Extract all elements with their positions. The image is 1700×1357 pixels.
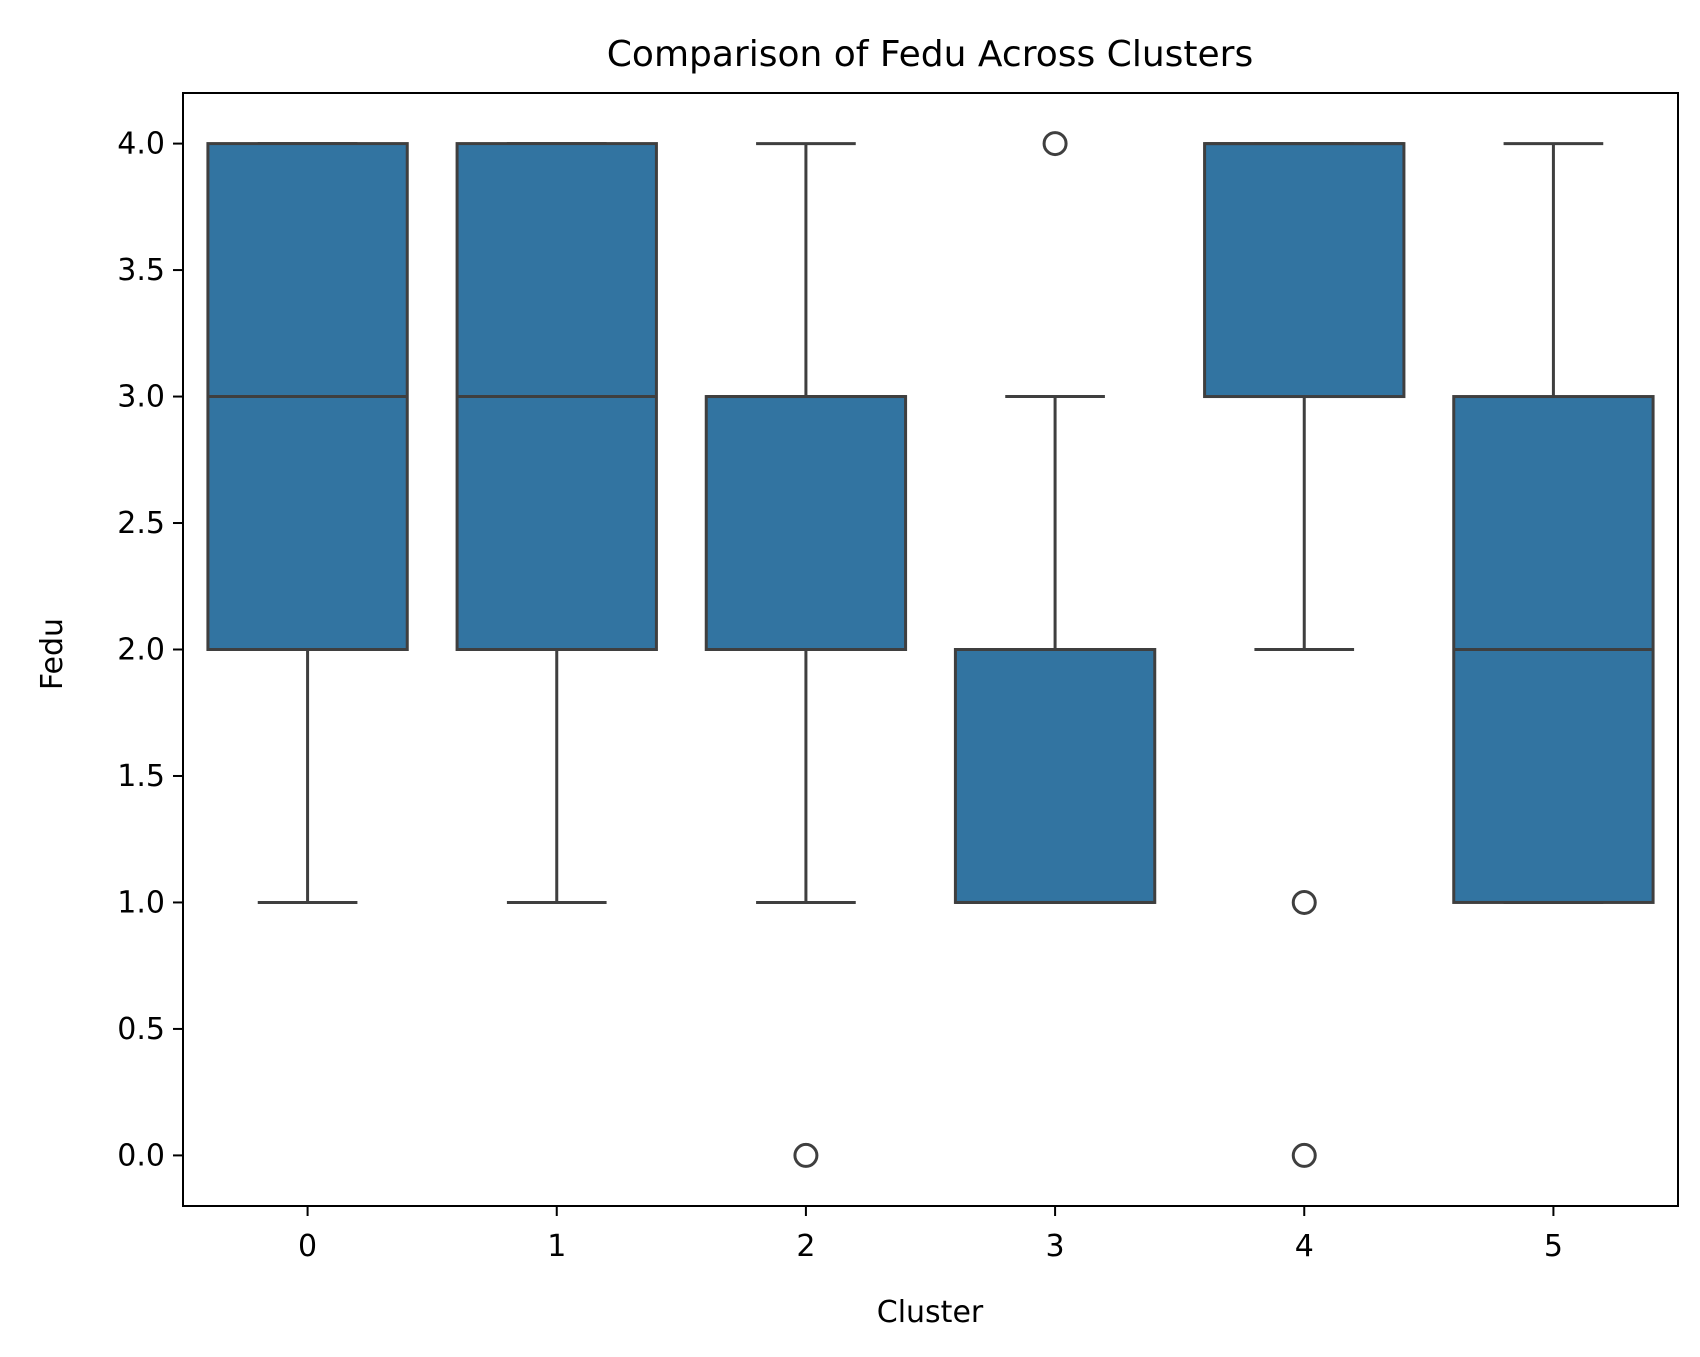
box-group-cluster-5 [1452, 142, 1655, 904]
iqr-box [704, 395, 908, 651]
iqr-box [1203, 142, 1406, 399]
outlier-point [1291, 889, 1317, 915]
box-group-cluster-1 [455, 142, 658, 904]
y-tick-label: 0.0 [117, 1138, 165, 1173]
outlier-point [1042, 131, 1068, 157]
x-tick-label: 3 [1046, 1229, 1065, 1264]
x-axis: 0 1 2 3 4 5 [298, 1206, 1563, 1264]
outlier-point [793, 1142, 819, 1168]
iqr-box [953, 648, 1157, 904]
y-tick-label: 3.0 [117, 380, 165, 415]
x-tick-label: 0 [298, 1229, 317, 1264]
y-tick-label: 2.0 [117, 633, 165, 668]
y-tick-label: 1.5 [117, 759, 165, 794]
y-tick-label: 0.5 [117, 1012, 165, 1047]
box-group-cluster-0 [206, 142, 409, 904]
x-tick-label: 4 [1295, 1229, 1314, 1264]
x-axis-label: Cluster [877, 1295, 984, 1330]
x-tick-label: 5 [1544, 1229, 1563, 1264]
y-tick-label: 1.0 [117, 885, 165, 920]
y-axis-label: Fedu [35, 618, 70, 690]
y-tick-label: 2.5 [117, 506, 165, 541]
box-group-cluster-3 [953, 131, 1157, 904]
chart-title: Comparison of Fedu Across Clusters [607, 34, 1253, 75]
outlier-point [1291, 1142, 1317, 1168]
plot-area [206, 131, 1655, 1168]
box-group-cluster-4 [1203, 142, 1406, 1168]
x-tick-label: 1 [547, 1229, 566, 1264]
y-tick-label: 4.0 [117, 127, 165, 162]
y-axis: 0.0 0.5 1.0 1.5 2.0 2.5 3.0 3.5 4.0 [117, 127, 183, 1173]
box-group-cluster-2 [704, 142, 908, 1168]
x-tick-label: 2 [796, 1229, 815, 1264]
y-tick-label: 3.5 [117, 253, 165, 288]
